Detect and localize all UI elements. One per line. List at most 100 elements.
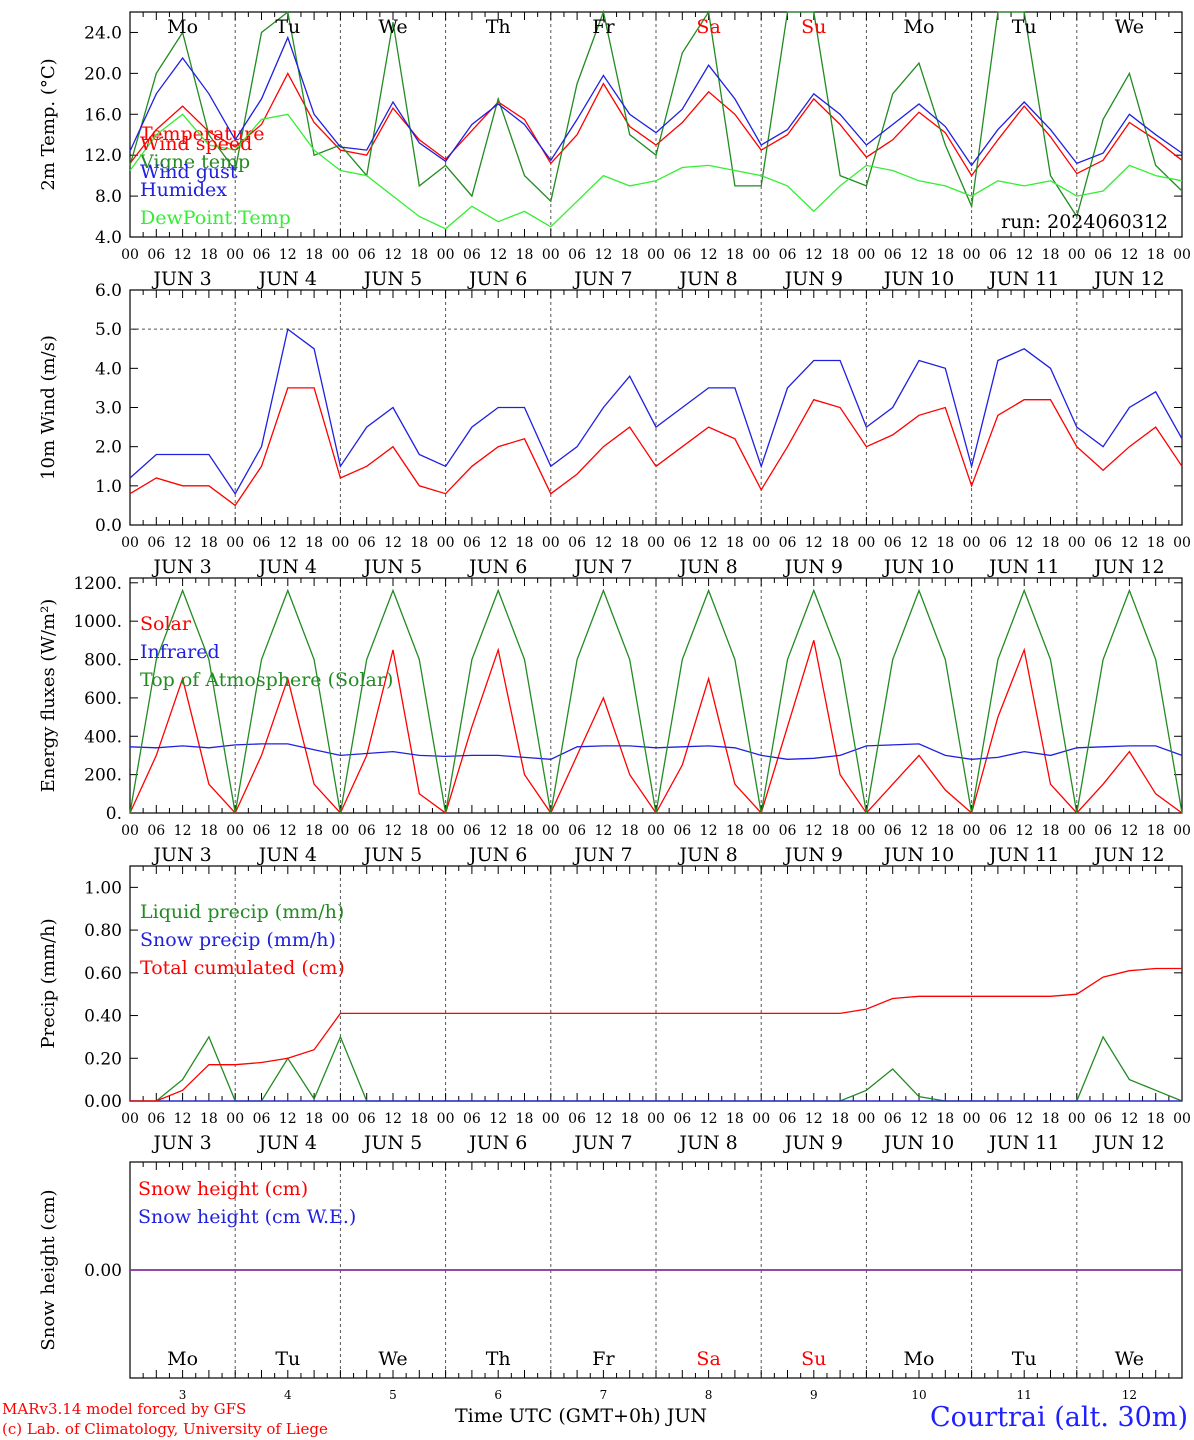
x-axis-title: Time UTC (GMT+0h) JUN	[455, 1405, 708, 1427]
series-line-blue	[129, 328, 1183, 495]
hour-tick-label: 18	[1042, 247, 1060, 263]
hour-tick-label: 00	[1173, 535, 1191, 551]
hour-tick-label: 06	[253, 247, 271, 263]
hour-tick-label: 06	[358, 823, 376, 839]
series-line-red	[130, 967, 1182, 1102]
day-name-bottom: Sa	[696, 1348, 720, 1370]
date-label: JUN 9	[783, 1132, 843, 1154]
run-label: run: 2024060312	[1001, 211, 1168, 233]
hour-tick-label: 00	[542, 1111, 560, 1127]
hour-tick-label: 00	[1068, 823, 1086, 839]
date-label: JUN 7	[572, 1132, 632, 1154]
date-label: JUN 9	[783, 844, 843, 866]
hour-tick-label: 00	[331, 823, 349, 839]
hour-tick-label: 18	[936, 535, 954, 551]
hour-tick-label: 12	[805, 823, 823, 839]
hour-tick-label: 18	[1147, 535, 1165, 551]
hour-tick-label: 06	[253, 535, 271, 551]
hour-tick-label: 12	[700, 535, 718, 551]
y-tick-label: 600.	[84, 689, 122, 709]
hour-tick-label: 18	[831, 823, 849, 839]
y-tick-label: 800.	[84, 651, 122, 671]
hour-tick-label: 18	[831, 1111, 849, 1127]
hour-tick-label: 12	[594, 823, 612, 839]
hour-tick-label: 18	[1042, 1111, 1060, 1127]
legend-entry: Snow precip (mm/h)	[140, 929, 336, 951]
date-label: JUN 11	[987, 268, 1059, 290]
date-label: JUN 12	[1092, 1132, 1164, 1154]
day-name-top: Tu	[275, 16, 300, 38]
series-line-green	[129, 9, 1183, 219]
hour-tick-label: 06	[673, 1111, 691, 1127]
date-label: JUN 8	[677, 556, 737, 578]
date-label: JUN 5	[362, 556, 422, 578]
hour-tick-label: 12	[805, 247, 823, 263]
hour-tick-label: 00	[857, 247, 875, 263]
hour-tick-label: 06	[1094, 535, 1112, 551]
hour-tick-label: 00	[1068, 535, 1086, 551]
date-label: JUN 12	[1092, 844, 1164, 866]
hour-tick-label: 00	[121, 823, 139, 839]
series-line-blue	[129, 35, 1183, 167]
y-tick-label: 0.40	[84, 1007, 122, 1027]
hour-tick-label: 06	[779, 1111, 797, 1127]
hour-tick-label: 00	[331, 535, 349, 551]
hour-tick-label: 00	[437, 1111, 455, 1127]
y-tick-label: 0.0	[95, 516, 122, 536]
hour-tick-label: 18	[726, 247, 744, 263]
hour-tick-label: 12	[174, 823, 192, 839]
legend-entry: Snow height (cm)	[138, 1178, 308, 1200]
hour-tick-label: 18	[831, 247, 849, 263]
hour-tick-label: 12	[384, 247, 402, 263]
hour-tick-label: 18	[726, 535, 744, 551]
hour-tick-label: 06	[989, 535, 1007, 551]
hour-tick-label: 06	[779, 247, 797, 263]
y-tick-label: 4.0	[95, 359, 122, 379]
y-tick-label: 0.00	[84, 1261, 122, 1281]
hour-tick-label: 06	[358, 535, 376, 551]
y-axis-title: 2m Temp. (°C)	[38, 58, 59, 190]
day-name-bottom: Mo	[904, 1348, 935, 1370]
date-label: JUN 3	[151, 1132, 211, 1154]
hour-tick-label: 00	[1068, 1111, 1086, 1127]
hour-tick-label: 18	[621, 1111, 639, 1127]
y-axis-title: Snow height (cm)	[38, 1189, 59, 1350]
y-tick-label: 16.0	[84, 105, 122, 125]
day-name-bottom: Th	[486, 1348, 511, 1370]
day-name-top: Th	[486, 16, 511, 38]
hour-tick-label: 00	[121, 535, 139, 551]
hour-tick-label: 00	[437, 247, 455, 263]
day-name-bottom: We	[1115, 1348, 1144, 1370]
day-name-top: Mo	[904, 16, 935, 38]
hour-tick-label: 06	[673, 535, 691, 551]
hour-tick-label: 12	[1120, 535, 1138, 551]
hour-tick-label: 12	[1015, 535, 1033, 551]
hour-tick-label: 06	[568, 823, 586, 839]
day-name-top: We	[378, 16, 407, 38]
hour-tick-label: 00	[647, 823, 665, 839]
hour-tick-label: 06	[779, 823, 797, 839]
day-number: 7	[600, 1388, 608, 1402]
hour-tick-label: 00	[647, 535, 665, 551]
credit-lab: (c) Lab. of Climatology, University of L…	[2, 1420, 328, 1438]
date-label: JUN 12	[1092, 556, 1164, 578]
y-tick-label: 0.00	[84, 1092, 122, 1112]
hour-tick-label: 12	[1120, 247, 1138, 263]
date-label: JUN 11	[987, 844, 1059, 866]
hour-tick-label: 06	[463, 247, 481, 263]
hour-tick-label: 12	[910, 247, 928, 263]
hour-tick-label: 00	[226, 535, 244, 551]
panel-0-frame	[129, 11, 1183, 238]
day-name-bottom: Tu	[1012, 1348, 1037, 1370]
hour-tick-label: 06	[463, 535, 481, 551]
hour-tick-label: 06	[358, 1111, 376, 1127]
hour-tick-label: 18	[1147, 1111, 1165, 1127]
hour-tick-label: 18	[410, 247, 428, 263]
hour-tick-label: 00	[1173, 823, 1191, 839]
hour-tick-label: 06	[147, 535, 165, 551]
hour-tick-label: 18	[516, 247, 534, 263]
hour-tick-label: 12	[489, 823, 507, 839]
day-number: 6	[494, 1388, 502, 1402]
hour-tick-label: 00	[437, 823, 455, 839]
day-name-bottom: Tu	[275, 1348, 300, 1370]
